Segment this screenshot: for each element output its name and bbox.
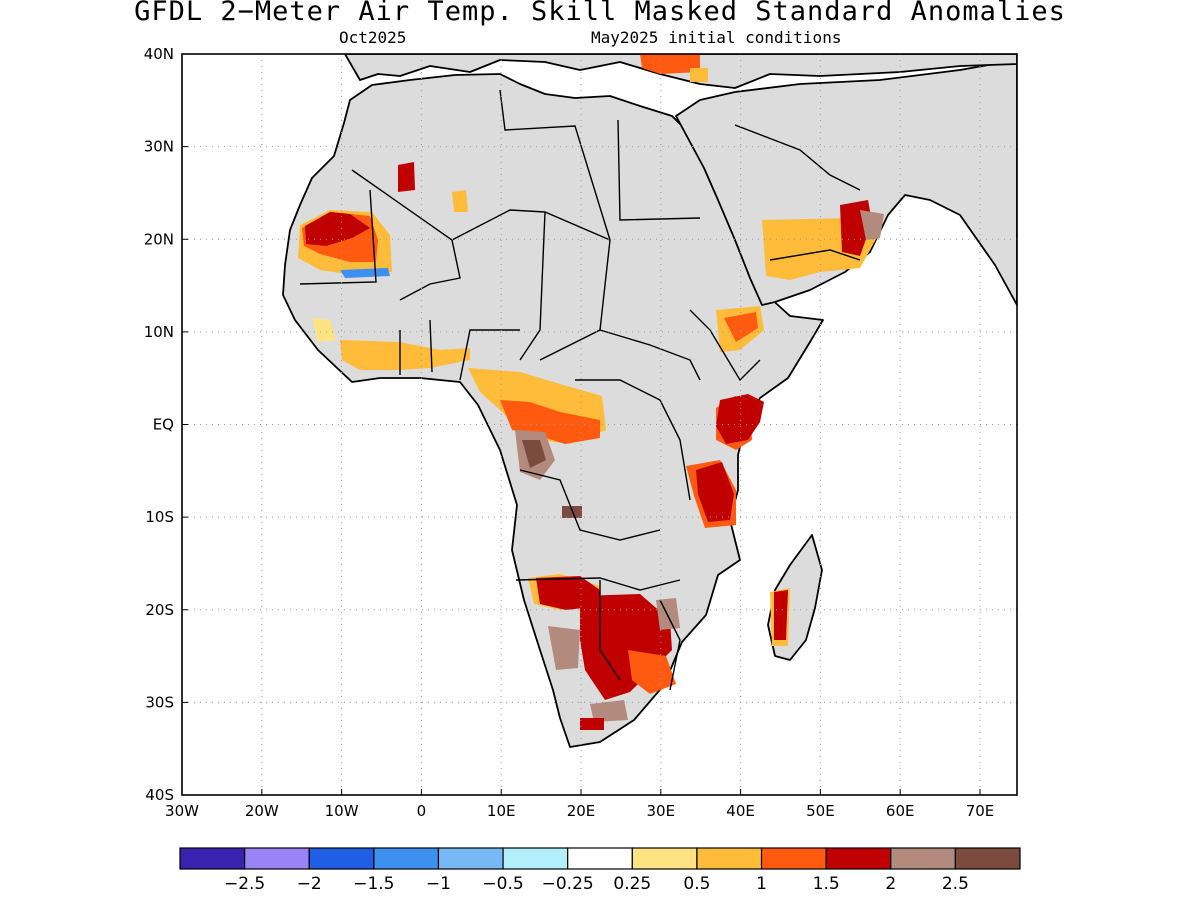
border-line — [499, 89, 611, 241]
map-frame — [181, 53, 1018, 796]
lat-tick-label: 10S — [145, 508, 174, 526]
longitude-labels: 30W 20W 10W 0 10E 20E 30E 40E 50E 60E 70E — [165, 802, 994, 820]
lat-tick-label: 20S — [145, 601, 174, 619]
anomaly-patch-west-africa-coast — [312, 318, 336, 342]
colorbar-swatch — [631, 847, 698, 870]
anomaly-patches — [298, 54, 884, 730]
lon-tick-label: 50E — [806, 802, 835, 820]
colorbar-label: 1 — [756, 874, 767, 894]
forecast-month: Oct2025 — [339, 28, 407, 47]
colorbar-swatch — [890, 847, 956, 870]
colorbar-swatch — [696, 847, 763, 870]
border-line — [734, 124, 861, 191]
anomaly-patch-congo — [522, 440, 546, 468]
anomaly-patch-southern-africa — [628, 650, 676, 694]
colorbar-label: −2 — [297, 874, 322, 894]
anomaly-patch-tanzania — [696, 462, 734, 522]
lat-tick-label: 40N — [144, 45, 174, 63]
anomaly-patch-turkey — [640, 54, 700, 74]
colorbar-label: −0.25 — [542, 874, 594, 894]
colorbar-label: 0.25 — [613, 874, 651, 894]
lon-tick-label: 20W — [245, 802, 279, 820]
border-line — [659, 599, 681, 691]
initial-conditions: May2025 initial conditions — [591, 28, 842, 47]
colorbar-swatch — [954, 847, 1021, 870]
anomaly-patch-mauritania — [340, 268, 390, 278]
colorbar-label: 0.5 — [683, 874, 710, 894]
colorbar-label: −1 — [426, 874, 451, 894]
colorbar-swatch — [502, 847, 569, 870]
anomaly-patch-algeria — [398, 162, 415, 192]
border-line — [575, 379, 691, 501]
border-line — [519, 469, 661, 541]
lon-tick-label: 70E — [966, 802, 995, 820]
colorbar-swatch — [179, 847, 246, 870]
border-line — [429, 319, 433, 373]
colorbar-labels: −2.5 −2 −1.5 −1 −0.5 −0.25 0.25 0.5 1 1.5 2 2.5 — [224, 874, 969, 894]
anomaly-patch-southern-africa — [580, 718, 604, 730]
lat-tick-label: 30N — [144, 138, 174, 156]
lon-tick-label: 10E — [487, 802, 516, 820]
colorbar-label: 2 — [885, 874, 896, 894]
border-line — [515, 577, 681, 591]
anomaly-patch-west-africa-coast — [340, 340, 470, 370]
lon-tick-label: 30E — [647, 802, 676, 820]
anomaly-patch-southern-africa — [590, 700, 628, 722]
anomaly-patch-mozambique — [656, 598, 680, 630]
border-line — [599, 580, 621, 681]
colorbar — [179, 847, 1021, 870]
colorbar-label: 2.5 — [942, 874, 969, 894]
border-line — [351, 169, 461, 301]
country-borders — [299, 89, 861, 691]
anomaly-patch-ethiopia — [724, 312, 758, 342]
anomaly-patch-niger — [452, 190, 468, 212]
anomaly-patch-southern-africa — [580, 594, 672, 700]
border-line — [689, 309, 761, 382]
colorbar-swatch — [308, 847, 375, 870]
lon-tick-label: 30W — [165, 802, 199, 820]
lat-tick-label: 30S — [145, 693, 174, 711]
colorbar-swatch — [567, 847, 633, 870]
colorbar-swatch — [244, 847, 310, 870]
border-line — [299, 189, 377, 285]
colorbar-label: −1.5 — [353, 874, 394, 894]
border-line — [599, 329, 701, 381]
lon-tick-label: 60E — [886, 802, 915, 820]
border-line — [451, 209, 611, 241]
anomaly-patch-arabia — [860, 210, 884, 240]
lon-tick-label: 10W — [325, 802, 359, 820]
map-title: GFDL 2−Meter Air Temp. Skill Masked Stan… — [134, 0, 1066, 27]
border-line — [519, 211, 546, 361]
colorbar-swatch — [760, 847, 827, 870]
anomaly-patch-turkey — [690, 68, 708, 82]
lon-tick-label: 20E — [567, 802, 596, 820]
colorbar-swatch — [373, 847, 440, 870]
lat-tick-label: EQ — [153, 416, 174, 434]
colorbar-swatch — [437, 847, 504, 870]
colorbar-label: −0.5 — [482, 874, 523, 894]
border-line — [459, 329, 520, 381]
lat-tick-label: 10N — [144, 323, 174, 341]
anomaly-patch-madagascar — [774, 590, 788, 640]
lon-tick-label: 0 — [417, 802, 427, 820]
lat-tick-label: 20N — [144, 230, 174, 248]
lat-tick-label: 40S — [145, 786, 174, 804]
border-line — [769, 249, 861, 261]
anomaly-patch-southern-africa — [548, 626, 580, 670]
colorbar-swatch — [825, 847, 892, 870]
lon-tick-label: 40E — [726, 802, 755, 820]
anomaly-patch-angola — [562, 506, 582, 518]
anomaly-patch-kenya — [716, 394, 764, 444]
colorbar-label: 1.5 — [813, 874, 840, 894]
border-line — [617, 119, 701, 221]
anomaly-patch-mauritania — [305, 212, 370, 246]
latitude-labels: 40N 30N 20N 10N EQ 10S 20S 30S 40S — [144, 45, 174, 804]
anomaly-patch-congo — [500, 400, 600, 444]
colorbar-label: −2.5 — [224, 874, 265, 894]
